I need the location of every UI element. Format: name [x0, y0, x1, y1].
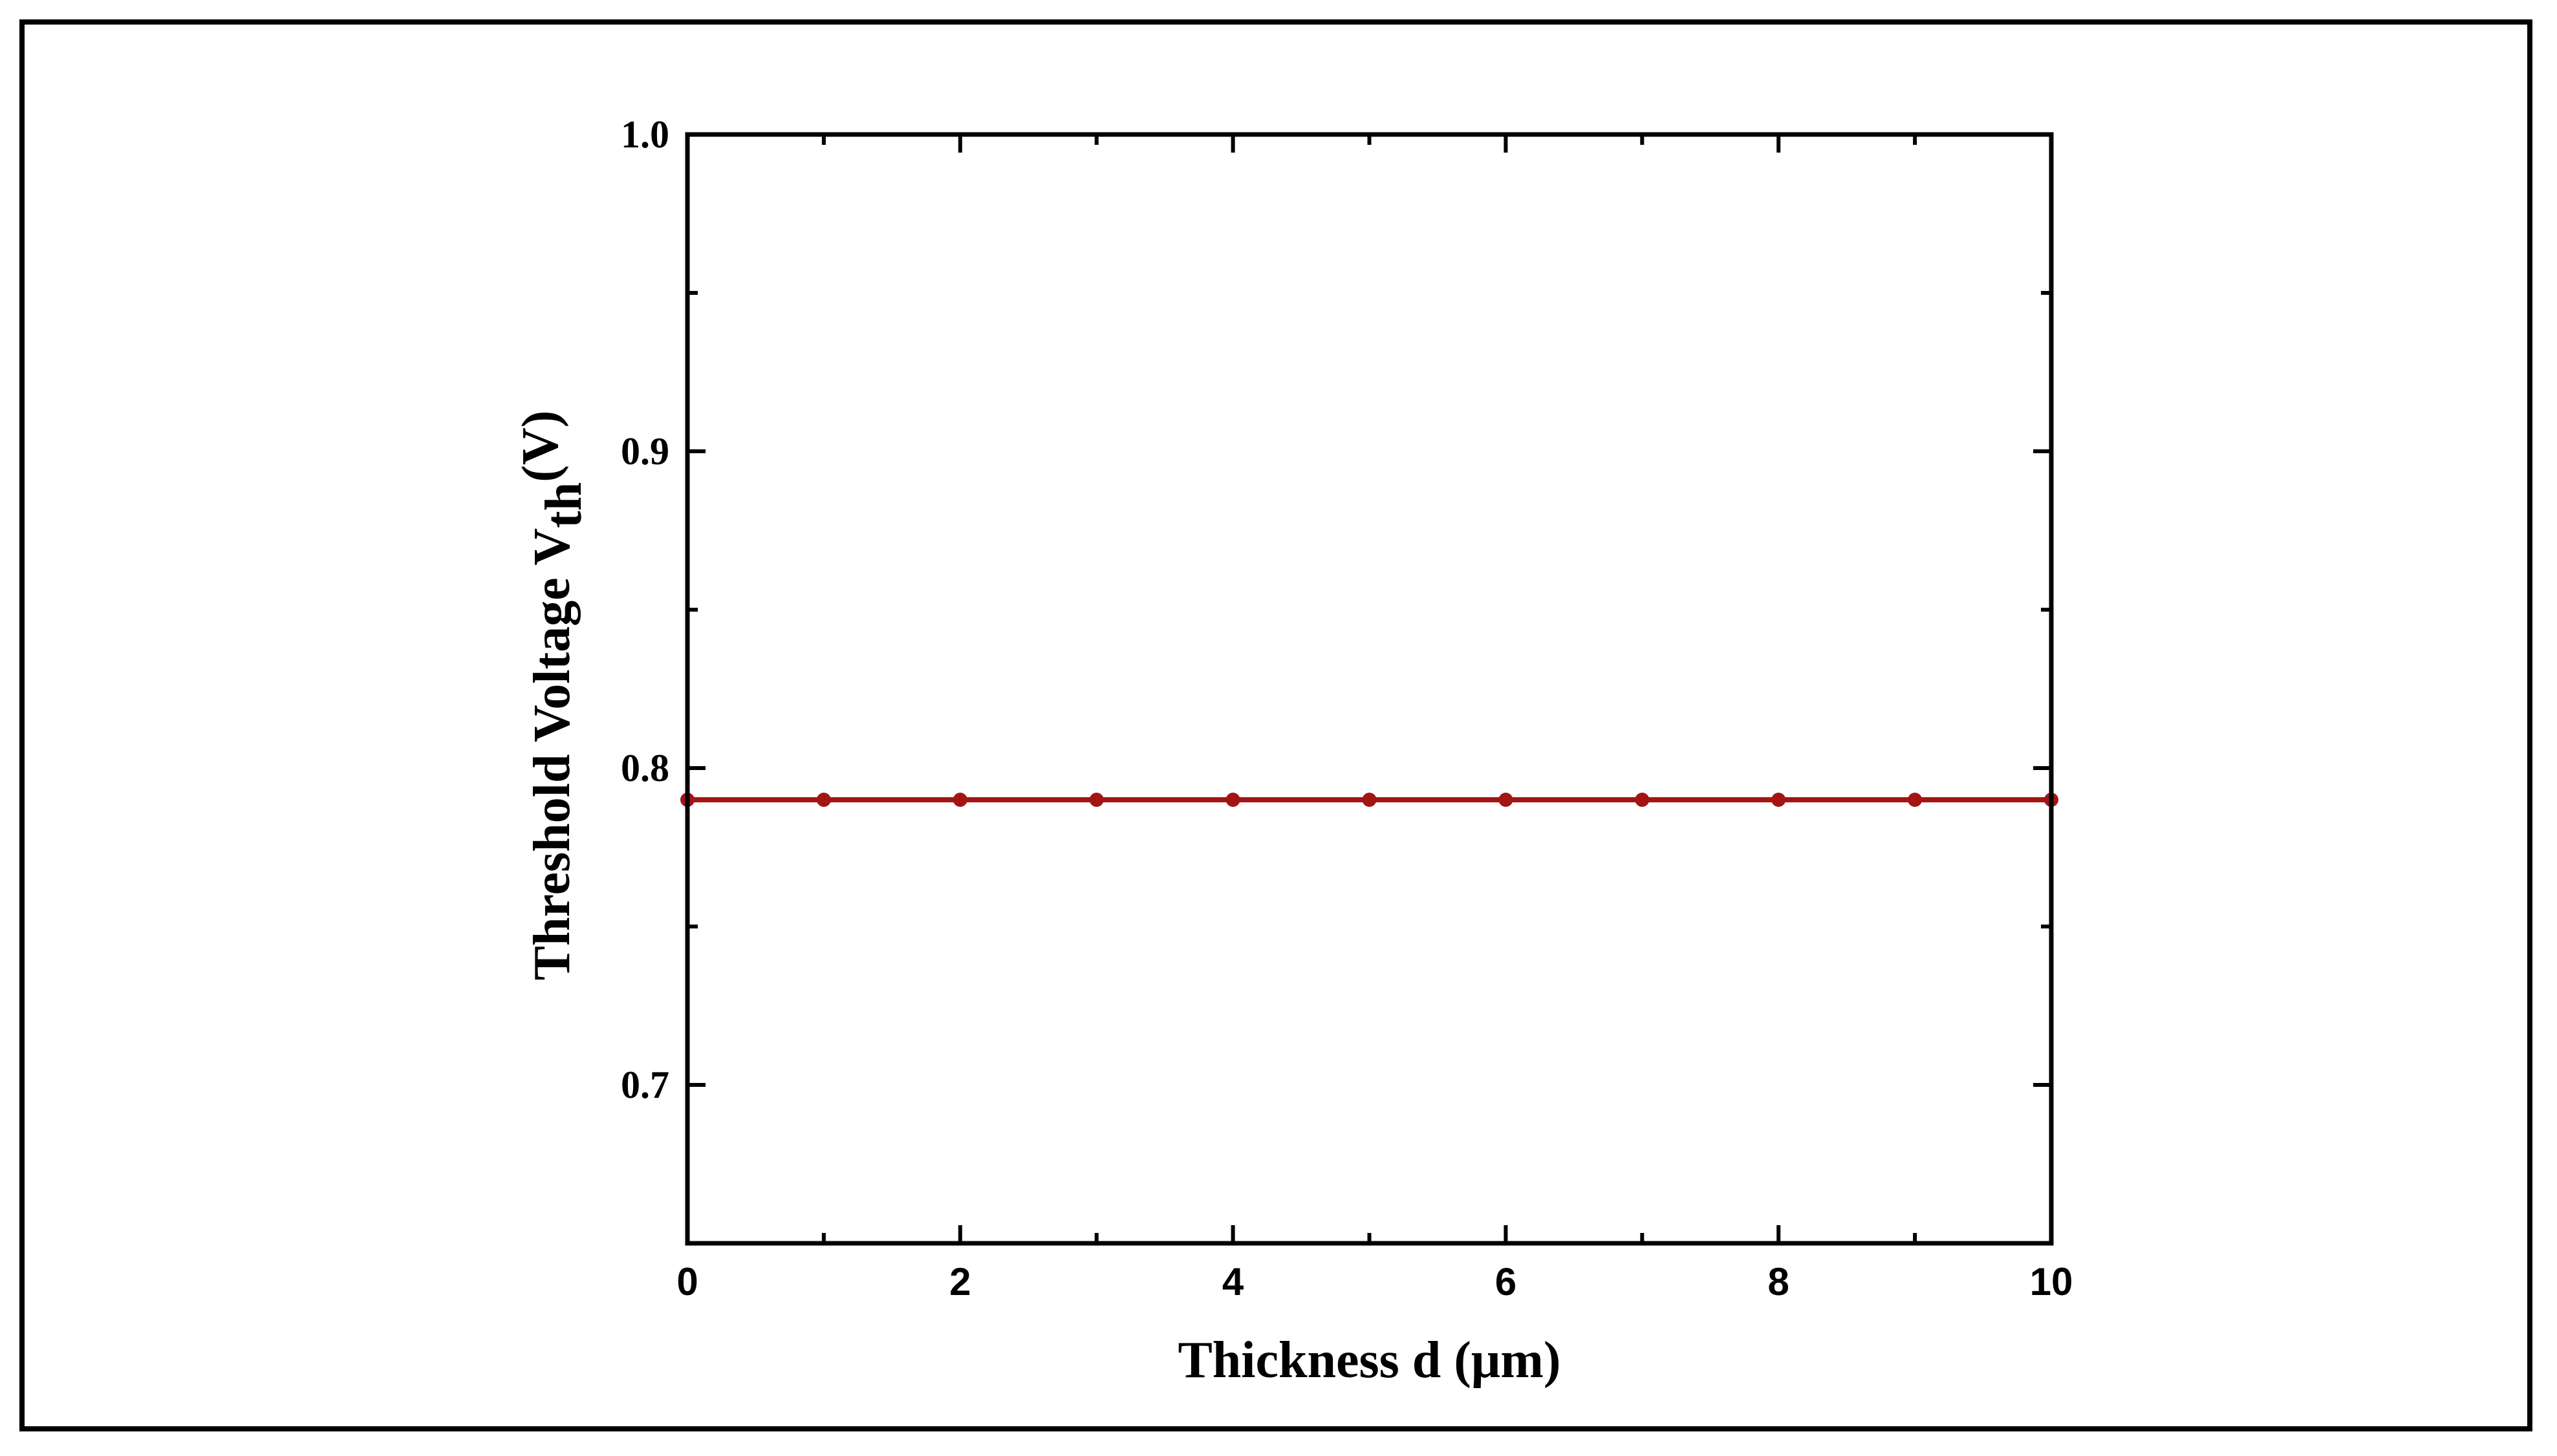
data-point	[1908, 793, 1923, 807]
y-tick-labels: 0.7 0.8 0.9 1.0	[621, 113, 669, 1106]
major-ticks	[685, 133, 2053, 1243]
x-tick-label: 10	[2030, 1260, 2073, 1303]
figure-frame	[19, 19, 2532, 1431]
x-axis-title: Thickness d (μm)	[1178, 1332, 1560, 1389]
y-axis-title-suffix: (V)	[512, 411, 569, 482]
x-tick-label: 8	[1768, 1260, 1789, 1303]
y-tick-label: 0.8	[621, 747, 669, 789]
data-point	[1089, 793, 1104, 807]
y-tick-label: 1.0	[621, 113, 669, 156]
x-tick-label: 0	[676, 1260, 698, 1303]
y-axis-title: Threshold Voltage Vth(V)	[512, 411, 592, 981]
plot-area	[685, 132, 2054, 1246]
data-point	[1225, 793, 1240, 807]
data-point	[1771, 793, 1786, 807]
data-point	[1635, 793, 1650, 807]
x-tick-label: 2	[949, 1260, 971, 1303]
y-tick-label: 0.9	[621, 430, 669, 473]
data-point	[953, 793, 967, 807]
x-tick-label: 6	[1495, 1260, 1516, 1303]
x-tick-labels: 0 2 4 6 8 10	[676, 1260, 2073, 1303]
y-axis-title-subscript: th	[535, 482, 592, 528]
data-point	[816, 793, 831, 807]
data-point	[1498, 793, 1513, 807]
data-point	[1362, 793, 1377, 807]
y-axis-title-main: Threshold Voltage V	[524, 528, 581, 980]
minor-ticks	[687, 134, 2051, 1243]
y-tick-label: 0.7	[621, 1064, 669, 1106]
series-layer	[680, 793, 2058, 807]
x-tick-label: 4	[1222, 1260, 1244, 1303]
